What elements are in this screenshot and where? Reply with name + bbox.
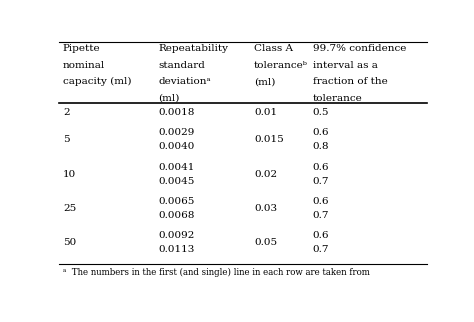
Text: deviationᵃ: deviationᵃ xyxy=(158,77,211,86)
Text: 0.0041: 0.0041 xyxy=(158,163,195,172)
Text: 5: 5 xyxy=(63,135,70,144)
Text: 0.0068: 0.0068 xyxy=(158,211,195,220)
Text: 0.05: 0.05 xyxy=(254,238,277,247)
Text: 50: 50 xyxy=(63,238,76,247)
Text: toleranceᵇ: toleranceᵇ xyxy=(254,61,308,70)
Text: tolerance: tolerance xyxy=(313,94,363,103)
Text: 0.6: 0.6 xyxy=(313,197,329,206)
Text: 0.0029: 0.0029 xyxy=(158,128,195,137)
Text: Repeatability: Repeatability xyxy=(158,44,228,53)
Text: (ml): (ml) xyxy=(254,77,275,86)
Text: 0.0113: 0.0113 xyxy=(158,245,195,254)
Text: 0.7: 0.7 xyxy=(313,211,329,220)
Text: 0.015: 0.015 xyxy=(254,135,284,144)
Text: 0.0092: 0.0092 xyxy=(158,231,195,240)
Text: (ml): (ml) xyxy=(158,94,180,103)
Text: Class A: Class A xyxy=(254,44,293,53)
Text: 2: 2 xyxy=(63,108,70,117)
Text: fraction of the: fraction of the xyxy=(313,77,387,86)
Text: 0.7: 0.7 xyxy=(313,245,329,254)
Text: ᵃ  The numbers in the first (and single) line in each row are taken from: ᵃ The numbers in the first (and single) … xyxy=(63,268,370,277)
Text: 0.6: 0.6 xyxy=(313,231,329,240)
Text: standard: standard xyxy=(158,61,205,70)
Text: 0.0065: 0.0065 xyxy=(158,197,195,206)
Text: nominal: nominal xyxy=(63,61,105,70)
Text: 0.8: 0.8 xyxy=(313,142,329,151)
Text: capacity (ml): capacity (ml) xyxy=(63,77,131,86)
Text: 99.7% confidence: 99.7% confidence xyxy=(313,44,406,53)
Text: 0.7: 0.7 xyxy=(313,177,329,186)
Text: Pipette: Pipette xyxy=(63,44,100,53)
Text: 0.0045: 0.0045 xyxy=(158,177,195,186)
Text: 10: 10 xyxy=(63,170,76,179)
Text: 0.6: 0.6 xyxy=(313,163,329,172)
Text: interval as a: interval as a xyxy=(313,61,378,70)
Text: 0.02: 0.02 xyxy=(254,170,277,179)
Text: 0.6: 0.6 xyxy=(313,128,329,137)
Text: 0.01: 0.01 xyxy=(254,108,277,117)
Text: 0.03: 0.03 xyxy=(254,204,277,213)
Text: 0.0018: 0.0018 xyxy=(158,108,195,117)
Text: 0.5: 0.5 xyxy=(313,108,329,117)
Text: 0.0040: 0.0040 xyxy=(158,142,195,151)
Text: 25: 25 xyxy=(63,204,76,213)
